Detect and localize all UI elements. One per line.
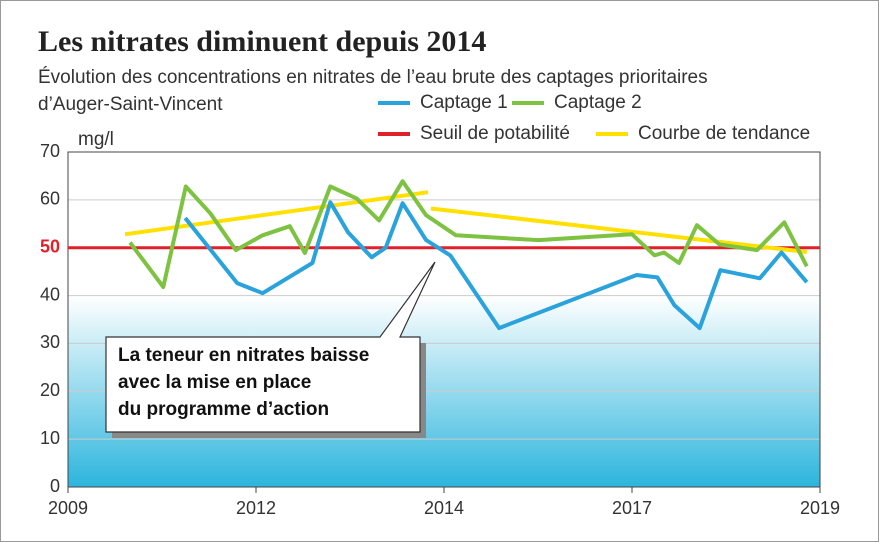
y-tick-label: 70	[40, 141, 60, 161]
x-tick-label: 2017	[612, 498, 652, 518]
legend-label: Courbe de tendance	[638, 123, 810, 144]
y-tick-label: 0	[50, 476, 60, 496]
series-line	[183, 200, 809, 331]
y-tick-label: 50	[40, 236, 60, 256]
y-tick-label: 10	[40, 428, 60, 448]
x-tick-label: 2019	[800, 498, 840, 518]
legend-label: Captage 1	[420, 92, 508, 113]
y-tick-label: 40	[40, 284, 60, 304]
chart-title: Les nitrates diminuent depuis 2014	[38, 25, 486, 58]
x-tick-label: 2014	[424, 498, 464, 518]
plot-frame	[67, 151, 821, 488]
y-axis-label: mg/l	[78, 129, 114, 150]
legend-label: Seuil de potabilité	[420, 123, 570, 144]
annotation: du programme d’action	[118, 399, 329, 420]
subtitle: Évolution des concentrations en nitrates…	[38, 67, 708, 88]
x-tick-label: 2012	[236, 498, 276, 518]
y-tick-label: 20	[40, 380, 60, 400]
callout-box	[105, 261, 436, 433]
subtitle: d’Auger-Saint-Vincent	[38, 94, 223, 115]
annotation: La teneur en nitrates baisse	[118, 345, 369, 366]
legend-label: Captage 2	[554, 92, 642, 113]
series-line	[124, 190, 808, 254]
y-tick-label: 60	[40, 189, 60, 209]
y-tick-label: 30	[40, 332, 60, 352]
annotation: avec la mise en place	[118, 372, 311, 393]
x-tick-label: 2009	[48, 498, 88, 518]
series-line	[128, 179, 809, 289]
